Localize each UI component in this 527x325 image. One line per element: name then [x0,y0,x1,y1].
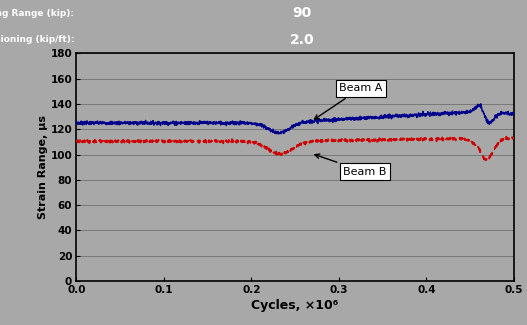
Text: 2.0: 2.0 [289,33,314,47]
Y-axis label: Strain Range, μs: Strain Range, μs [37,115,47,219]
Text: 90: 90 [292,6,311,20]
X-axis label: Cycles, ×10⁶: Cycles, ×10⁶ [251,299,339,312]
Text: Beam A: Beam A [315,83,382,119]
Text: Beam B: Beam B [315,154,387,177]
Text: Post-tensioning (kip/ft):: Post-tensioning (kip/ft): [0,35,74,45]
Text: Loading Range (kip):: Loading Range (kip): [0,9,74,18]
